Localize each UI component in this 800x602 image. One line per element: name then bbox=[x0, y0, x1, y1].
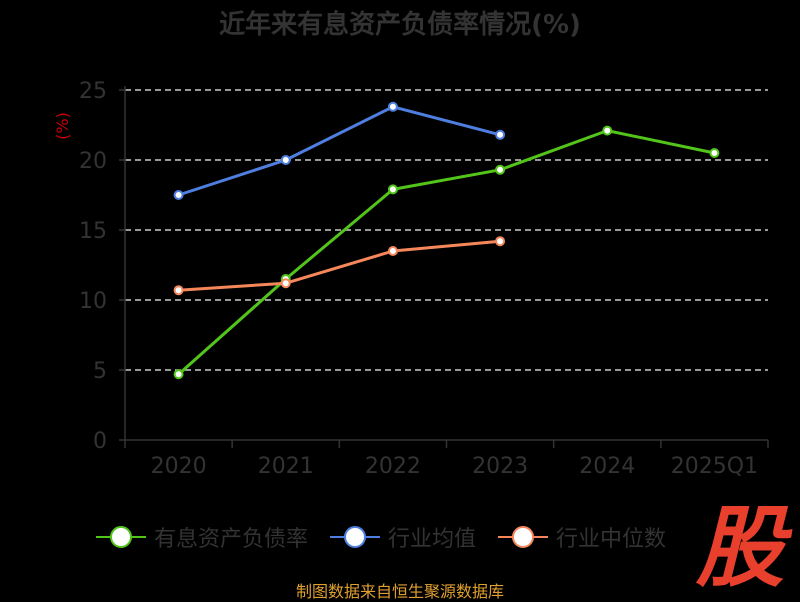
legend-swatch bbox=[330, 524, 381, 550]
data-point bbox=[173, 369, 184, 380]
legend-item[interactable]: 行业均值 bbox=[330, 521, 476, 553]
chart-title: 近年来有息资产负债率情况(%) bbox=[219, 10, 581, 40]
data-point bbox=[495, 129, 506, 140]
axes: 0 5 10 15 20 25 2020 2021 2022 2023 2024 2025Q1 bbox=[79, 79, 769, 479]
y-tick-label: 25 bbox=[79, 79, 107, 104]
data-point bbox=[495, 164, 506, 175]
data-point bbox=[495, 236, 506, 247]
x-tick-label: 2024 bbox=[579, 454, 635, 479]
data-point bbox=[387, 184, 398, 195]
legend-label: 有息资产负债率 bbox=[154, 527, 309, 552]
series-line-0 bbox=[177, 129, 715, 376]
legend-item[interactable]: 行业中位数 bbox=[498, 521, 666, 553]
legend: 有息资产负债率 行业均值 行业中位数 bbox=[96, 520, 688, 554]
x-tick-label: 2023 bbox=[472, 454, 528, 479]
x-tick-label: 2020 bbox=[151, 454, 207, 479]
legend-item[interactable]: 有息资产负债率 bbox=[96, 521, 308, 553]
series-line-1 bbox=[178, 105, 501, 197]
data-point bbox=[602, 125, 613, 136]
y-axis-label: (%) bbox=[53, 112, 72, 140]
data-point bbox=[280, 278, 291, 289]
data-point bbox=[709, 148, 720, 158]
data-point bbox=[387, 246, 398, 256]
data-point bbox=[173, 285, 184, 296]
series-line-2 bbox=[178, 239, 501, 292]
x-tick-label: 2021 bbox=[258, 454, 314, 479]
grid-lines bbox=[125, 89, 768, 371]
legend-label: 行业中位数 bbox=[556, 527, 667, 552]
y-tick-label: 15 bbox=[79, 219, 107, 244]
data-point bbox=[387, 101, 398, 112]
data-point bbox=[173, 190, 184, 200]
legend-label: 行业均值 bbox=[388, 527, 477, 552]
y-tick-label: 5 bbox=[93, 359, 107, 384]
series bbox=[173, 101, 720, 380]
legend-swatch bbox=[96, 524, 146, 550]
watermark-logo: 股 bbox=[695, 496, 784, 599]
y-tick-label: 10 bbox=[79, 289, 107, 314]
source-note: 制图数据来自恒生聚源数据库 bbox=[295, 582, 504, 601]
x-tick-label: 2025Q1 bbox=[671, 454, 758, 479]
x-tick-label: 2022 bbox=[365, 454, 421, 479]
y-tick-label: 0 bbox=[93, 429, 107, 454]
data-point bbox=[280, 155, 291, 165]
y-tick-label: 20 bbox=[79, 149, 107, 174]
legend-swatch bbox=[498, 524, 549, 550]
